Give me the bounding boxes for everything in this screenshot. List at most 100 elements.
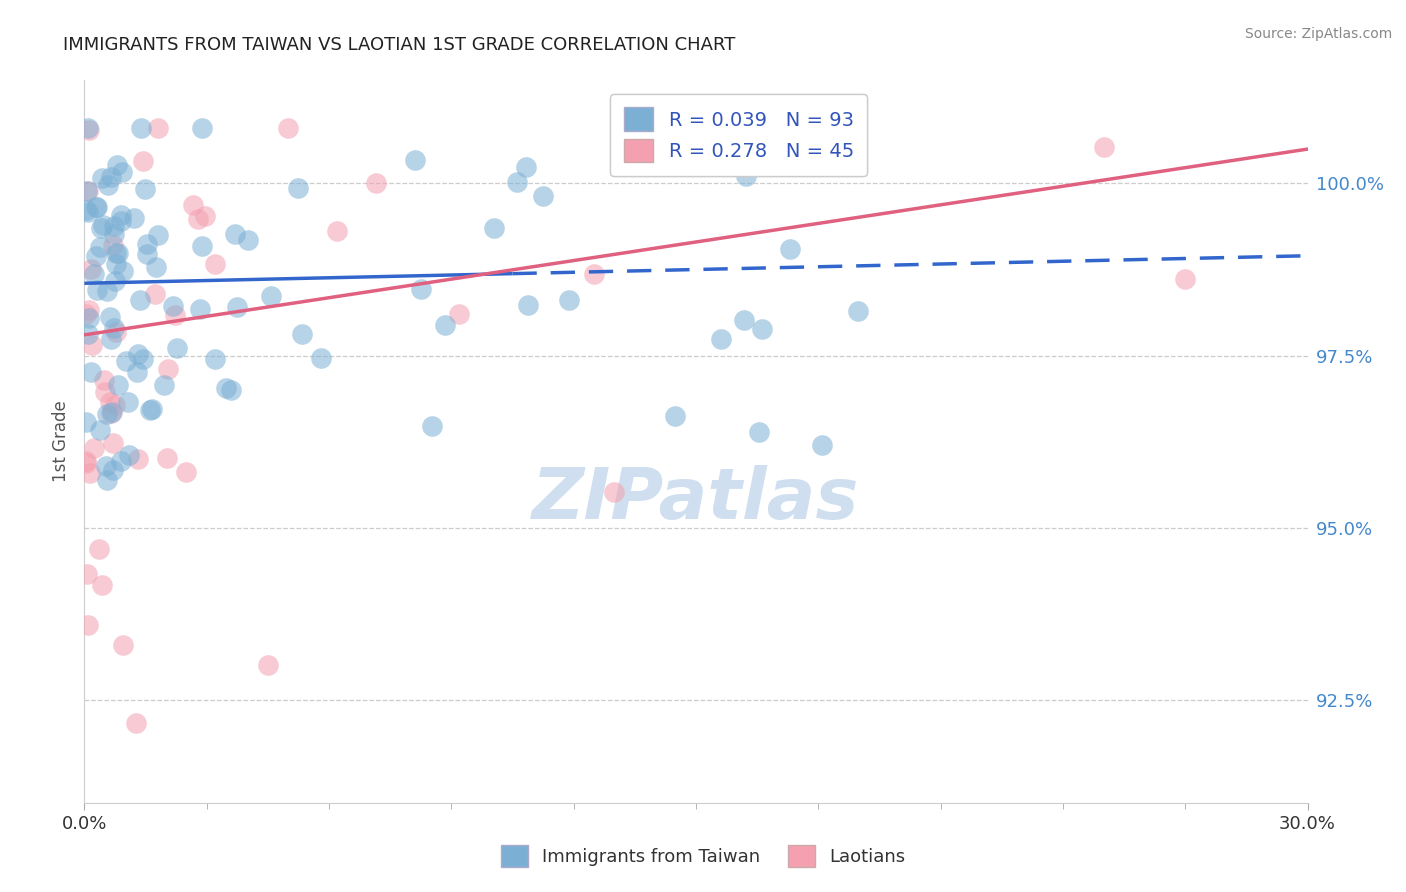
- Point: [277, 121, 299, 136]
- Point: [129, 293, 152, 308]
- Point: [84, 249, 107, 263]
- Point: [779, 242, 801, 256]
- Point: [76, 205, 98, 219]
- Point: [103, 227, 125, 242]
- Point: [104, 398, 127, 412]
- Point: [748, 425, 770, 439]
- Point: [80, 365, 103, 379]
- Point: [1092, 140, 1115, 154]
- Point: [75, 454, 97, 468]
- Point: [103, 321, 125, 335]
- Point: [110, 208, 132, 222]
- Point: [125, 365, 148, 379]
- Point: [516, 298, 538, 312]
- Point: [77, 184, 100, 198]
- Point: [558, 293, 581, 307]
- Point: [107, 378, 129, 392]
- Point: [515, 160, 537, 174]
- Point: [162, 299, 184, 313]
- Point: [157, 361, 180, 376]
- Point: [77, 303, 100, 318]
- Point: [112, 264, 135, 278]
- Point: [77, 326, 100, 341]
- Point: [98, 395, 121, 409]
- Point: [194, 210, 217, 224]
- Point: [735, 169, 758, 183]
- Point: [204, 257, 226, 271]
- Point: [433, 318, 456, 333]
- Point: [224, 227, 246, 241]
- Point: [76, 567, 98, 582]
- Point: [103, 219, 125, 233]
- Point: [146, 121, 169, 136]
- Point: [105, 158, 128, 172]
- Point: [122, 211, 145, 225]
- Point: [287, 181, 309, 195]
- Point: [131, 352, 153, 367]
- Point: [127, 452, 149, 467]
- Point: [141, 402, 163, 417]
- Point: [75, 202, 97, 217]
- Text: Source: ZipAtlas.com: Source: ZipAtlas.com: [1244, 27, 1392, 41]
- Point: [77, 121, 100, 136]
- Point: [94, 384, 117, 399]
- Point: [75, 307, 97, 321]
- Point: [174, 465, 197, 479]
- Point: [191, 121, 214, 136]
- Point: [225, 300, 247, 314]
- Point: [163, 308, 186, 322]
- Point: [89, 239, 111, 253]
- Point: [326, 224, 349, 238]
- Point: [188, 302, 211, 317]
- Legend: R = 0.039   N = 93, R = 0.278   N = 45: R = 0.039 N = 93, R = 0.278 N = 45: [610, 94, 868, 176]
- Point: [420, 419, 443, 434]
- Legend: Immigrants from Taiwan, Laotians: Immigrants from Taiwan, Laotians: [494, 838, 912, 874]
- Point: [100, 332, 122, 346]
- Point: [139, 403, 162, 417]
- Point: [603, 484, 626, 499]
- Point: [118, 448, 141, 462]
- Point: [91, 219, 114, 233]
- Point: [190, 238, 212, 252]
- Point: [75, 415, 97, 429]
- Point: [94, 459, 117, 474]
- Point: [143, 287, 166, 301]
- Point: [751, 322, 773, 336]
- Point: [449, 307, 471, 321]
- Point: [846, 303, 869, 318]
- Point: [156, 450, 179, 465]
- Point: [238, 233, 260, 247]
- Point: [111, 165, 134, 179]
- Point: [96, 407, 118, 421]
- Point: [100, 405, 122, 419]
- Point: [96, 473, 118, 487]
- Point: [100, 310, 122, 325]
- Point: [290, 326, 312, 341]
- Point: [101, 463, 124, 477]
- Point: [134, 182, 156, 196]
- Point: [77, 618, 100, 632]
- Point: [404, 153, 426, 168]
- Point: [96, 284, 118, 298]
- Point: [111, 638, 134, 652]
- Point: [733, 313, 755, 327]
- Point: [127, 347, 149, 361]
- Point: [125, 715, 148, 730]
- Point: [104, 257, 127, 271]
- Point: [1174, 272, 1197, 286]
- Point: [311, 351, 333, 365]
- Point: [187, 211, 209, 226]
- Point: [100, 170, 122, 185]
- Point: [145, 260, 167, 275]
- Point: [75, 456, 97, 470]
- Point: [86, 200, 108, 214]
- Point: [80, 338, 103, 352]
- Point: [107, 246, 129, 260]
- Point: [77, 123, 100, 137]
- Point: [97, 178, 120, 192]
- Point: [484, 220, 506, 235]
- Point: [105, 246, 128, 260]
- Point: [257, 658, 280, 673]
- Point: [810, 438, 832, 452]
- Point: [153, 378, 176, 392]
